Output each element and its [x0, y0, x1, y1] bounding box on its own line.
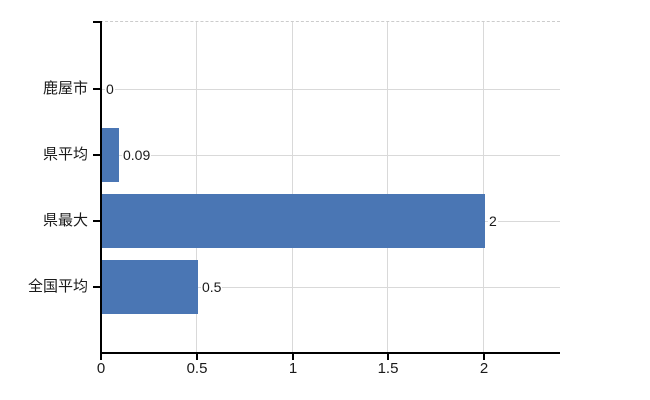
gridline-v	[196, 22, 197, 353]
y-tick	[93, 154, 100, 156]
x-tick	[483, 354, 485, 360]
x-tick-label: 2	[479, 360, 489, 377]
gridline-h	[100, 155, 560, 156]
gridline-h	[100, 89, 560, 90]
y-tick	[93, 88, 100, 90]
value-label: 0	[105, 79, 115, 99]
gridline-v	[483, 22, 484, 353]
y-axis-line	[100, 21, 102, 354]
bar	[102, 260, 198, 314]
plot-top-border	[100, 21, 560, 22]
category-label: 鹿屋市	[42, 80, 88, 97]
y-tick	[93, 21, 100, 23]
y-tick	[93, 220, 100, 222]
x-tick	[292, 354, 294, 360]
bar	[102, 128, 119, 182]
value-label: 0.5	[201, 277, 223, 297]
x-tick-label: 0.5	[186, 360, 208, 377]
gridline-h	[100, 287, 560, 288]
gridline-v	[387, 22, 388, 353]
category-label: 県最大	[42, 212, 88, 229]
x-tick-label: 0	[96, 360, 106, 377]
x-tick	[196, 354, 198, 360]
x-tick	[100, 354, 102, 360]
category-label: 全国平均	[27, 278, 88, 295]
category-label: 県平均	[42, 146, 88, 163]
value-label: 0.09	[122, 145, 152, 165]
x-tick-label: 1	[288, 360, 298, 377]
x-tick-label: 1.5	[377, 360, 399, 377]
y-tick	[93, 286, 100, 288]
gridline-v	[292, 22, 293, 353]
x-axis-line	[100, 352, 560, 354]
bar	[102, 194, 485, 248]
value-label: 2	[488, 211, 498, 231]
x-tick	[387, 354, 389, 360]
